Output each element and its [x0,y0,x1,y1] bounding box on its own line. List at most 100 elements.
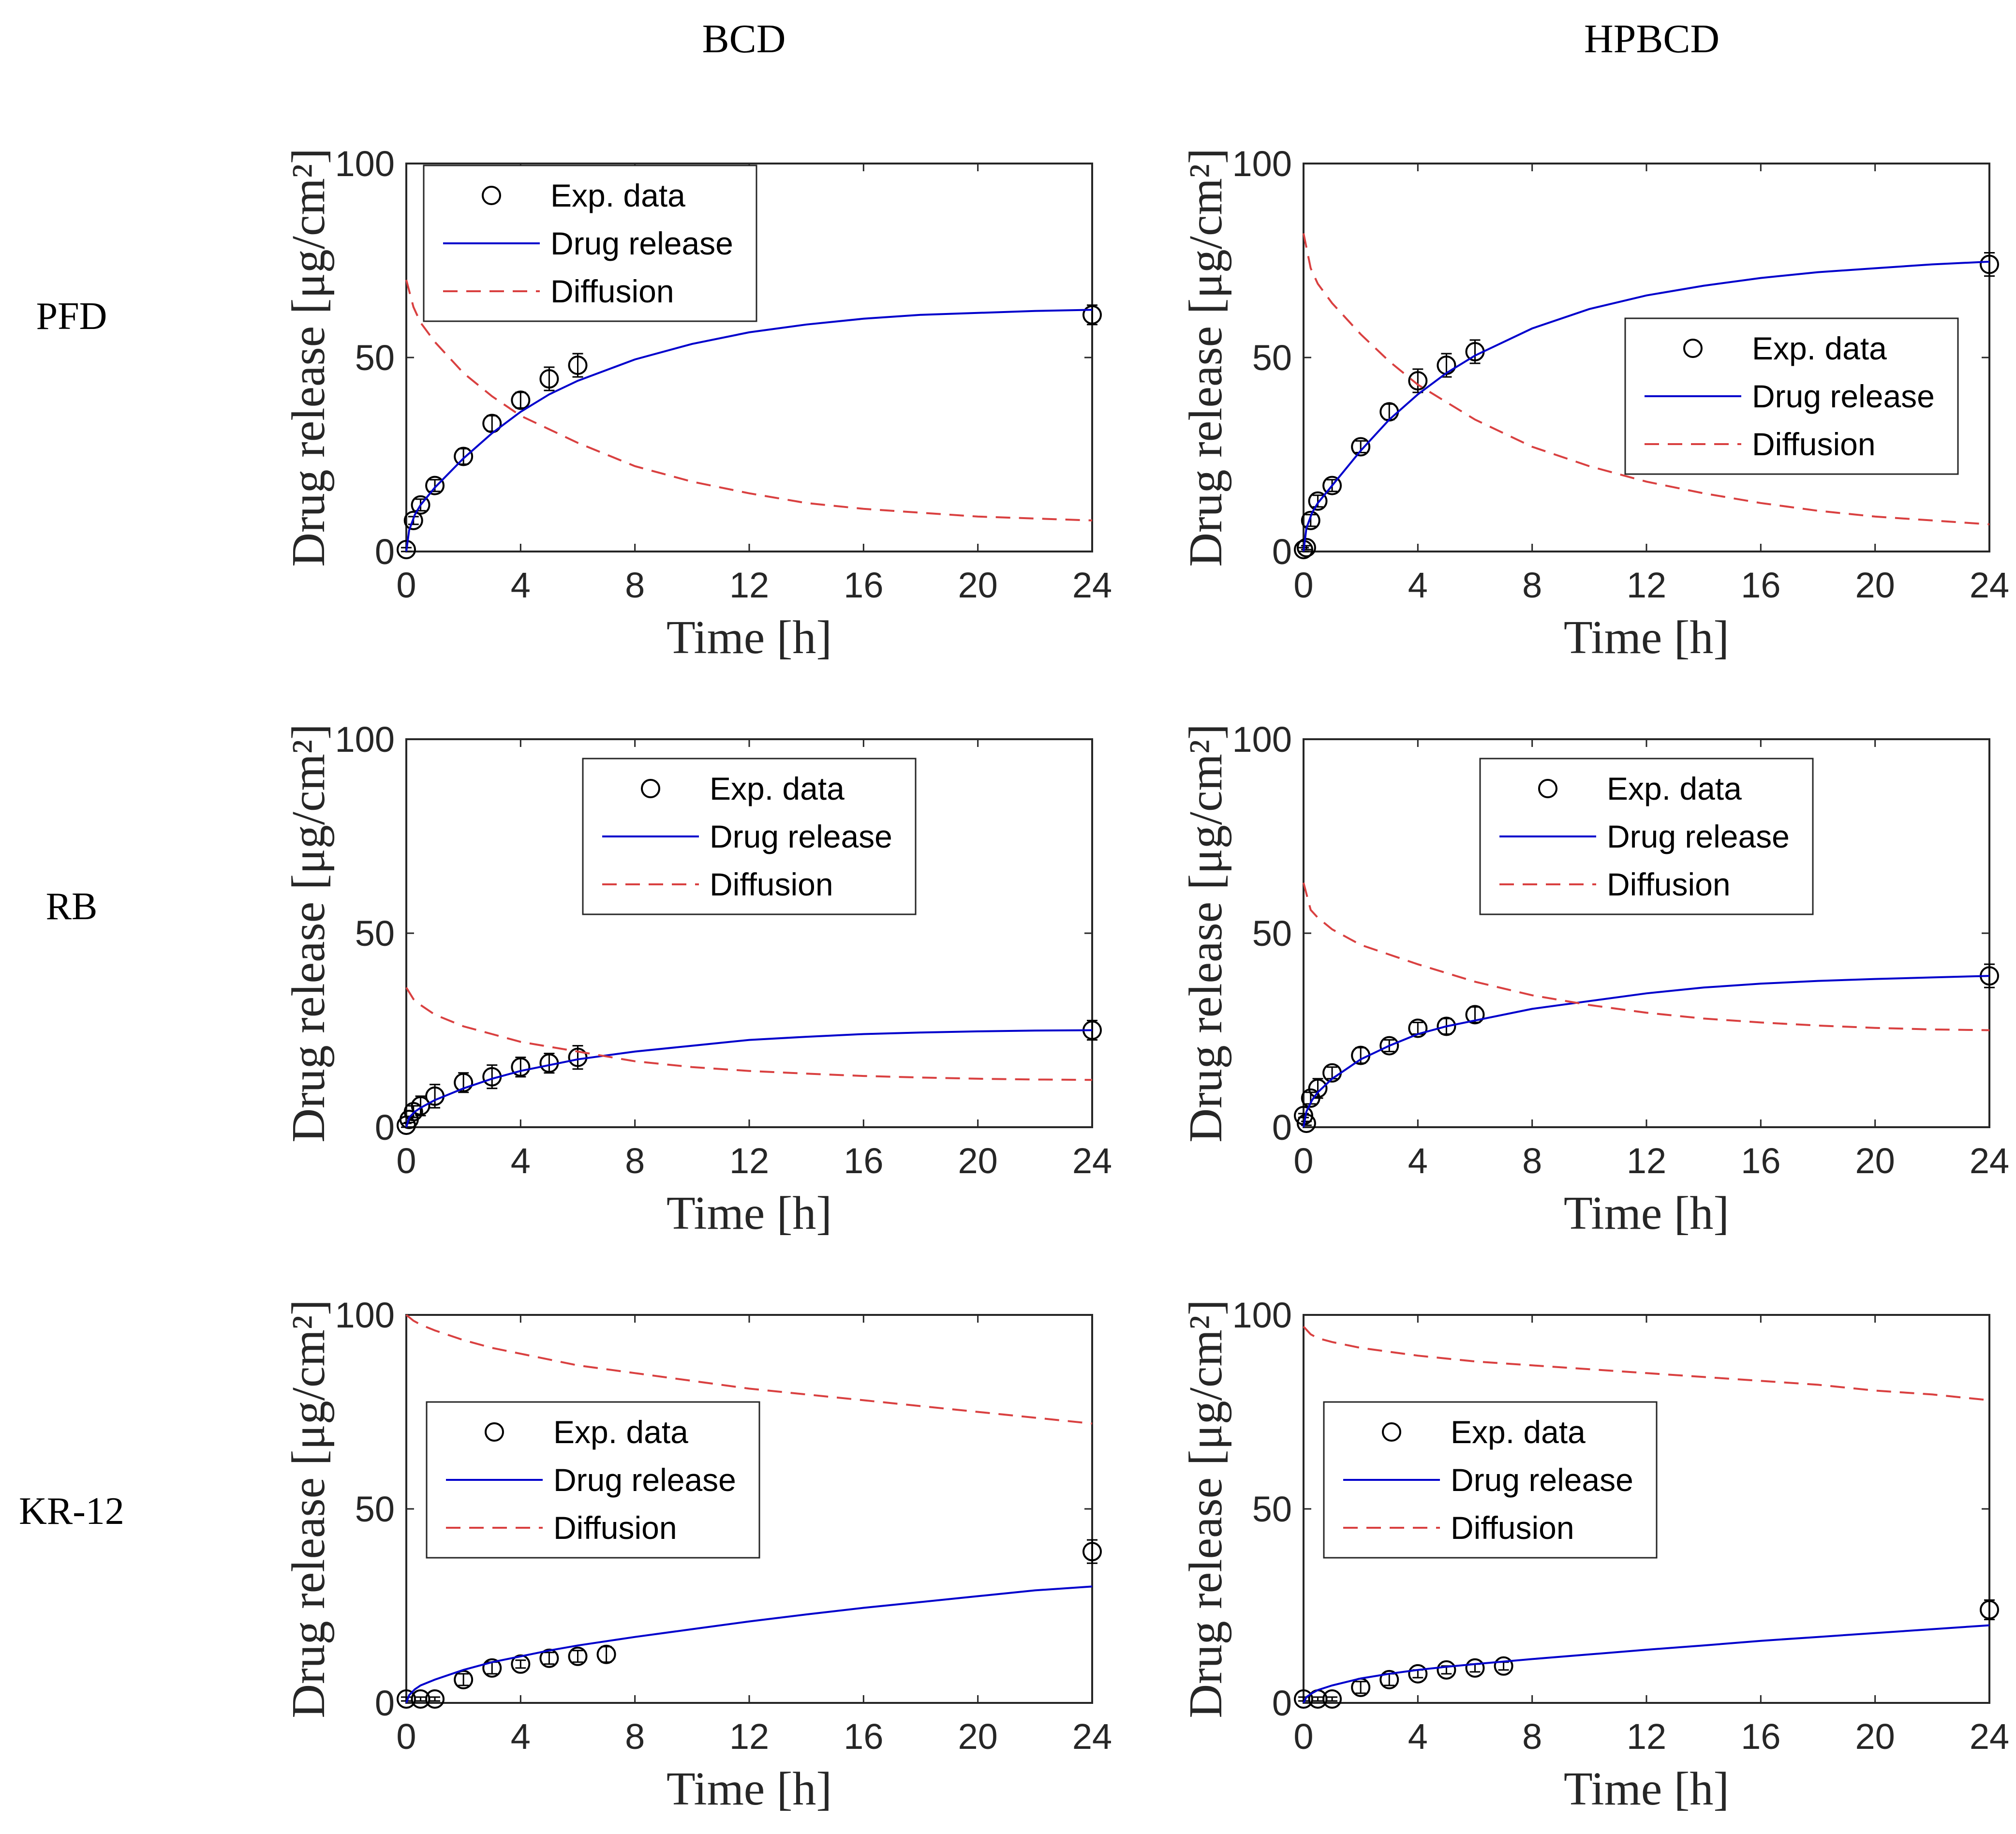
column-title-bcd: BCD [702,16,786,61]
legend: Exp. data Drug release Diffusion [1479,758,1814,915]
exp-data-point [411,1096,430,1116]
x-tick-label: 12 [729,1141,769,1181]
panel-pfd-hpbcd: 0 4 8 12 16 20 24 0 50 100 Time [h] Drug release [μ… [1180,144,2009,664]
exp-data-point [1980,254,1999,274]
y-axis-label: Drug release [μg/cm²] [282,148,335,567]
x-tick-label: 4 [1408,1141,1428,1181]
exp-data-point [1351,437,1371,457]
legend-label: Drug release [550,225,733,261]
panel-pfd-bcd: 0 4 8 12 16 20 24 0 50 100 Time [h] Drug release [μ… [282,144,1112,664]
legend-label: Exp. data [550,178,685,213]
drug-release-line [1303,1624,1990,1703]
y-axis-label: Drug release [μg/cm²] [1180,1299,1232,1718]
exp-data-point [1322,476,1342,495]
y-tick-label: 50 [1252,338,1292,378]
x-tick-label: 24 [1072,565,1112,605]
exp-data-point [1379,1670,1399,1689]
legend-label: Diffusion [550,273,674,309]
exp-data-point [1980,1600,1999,1620]
x-tick-label: 0 [1293,565,1313,605]
legend-label: Diffusion [1752,426,1876,462]
y-axis-label: Drug release [μg/cm²] [282,724,335,1143]
x-tick-label: 4 [511,565,531,605]
legend: Exp. data Drug release Diffusion [582,758,917,915]
row-title-kr12: KR-12 [19,1490,124,1533]
exp-data-point [596,1644,616,1664]
legend-label: Drug release [1451,1462,1633,1498]
legend-marker-exp-data [485,1422,504,1442]
legend-label: Exp. data [1752,330,1887,366]
panel-rb-bcd: 0 4 8 12 16 20 24 0 50 100 Time [h] Drug release [μ… [282,719,1112,1239]
exp-data-point [411,1689,430,1709]
legend-marker-exp-data [1538,779,1557,798]
y-tick-label: 50 [355,913,395,954]
exp-data-point [1322,1689,1342,1709]
legend: Exp. data Drug release Diffusion [423,164,757,322]
exp-data-point [454,447,474,466]
y-tick-label: 100 [335,144,395,184]
x-tick-label: 20 [958,1141,998,1181]
column-title-hpbcd: HPBCD [1584,16,1720,61]
legend-marker-exp-data [1382,1422,1401,1442]
y-tick-label: 100 [1232,144,1292,184]
legend-label: Exp. data [710,771,845,806]
exp-data-point [1437,1016,1456,1036]
x-tick-label: 4 [1408,1716,1428,1757]
x-tick-label: 0 [1293,1141,1313,1181]
panel-kr-12-bcd: 0 4 8 12 16 20 24 0 50 100 Time [h] Drug release [μ… [282,1295,1112,1815]
exp-data-point [403,1102,423,1121]
y-tick-label: 0 [1272,1107,1292,1148]
row-title-pfd: PFD [36,295,107,338]
exp-data-point [1082,305,1102,325]
legend-label: Diffusion [553,1510,677,1546]
exp-data-point [511,390,531,410]
x-tick-label: 24 [1072,1141,1112,1181]
x-tick-label: 0 [1293,1716,1313,1757]
legend-marker-exp-data [641,779,660,798]
exp-data-point [1494,1656,1513,1676]
x-tick-label: 0 [396,1716,416,1757]
exp-data-point [539,369,559,389]
x-axis-label: Time [h] [1564,1187,1729,1239]
diffusion-line [405,1314,1093,1425]
x-tick-label: 8 [625,1716,645,1757]
x-tick-label: 20 [1855,1141,1895,1181]
exp-data-point [511,1057,531,1077]
row-title-rb: RB [46,885,98,928]
diffusion-line [405,987,1093,1081]
drug-release-line [405,1585,1093,1703]
exp-data-point [568,1646,588,1666]
legend-label: Drug release [1607,819,1790,854]
x-tick-label: 4 [1408,565,1428,605]
y-tick-label: 100 [1232,719,1292,760]
drug-release-line [405,1029,1093,1128]
legend-label: Drug release [1752,378,1935,414]
panels-group: 0 4 8 12 16 20 24 0 50 100 Time [h] Drug release [μ… [282,144,2009,1815]
exp-data-point [482,1658,502,1678]
x-tick-label: 0 [396,565,416,605]
exp-data-point [1379,1036,1399,1056]
x-tick-label: 8 [625,565,645,605]
x-tick-label: 4 [511,1141,531,1181]
x-tick-label: 16 [1741,1716,1780,1757]
legend-label: Exp. data [1607,771,1742,806]
exp-data-point [454,1073,474,1092]
y-axis-label: Drug release [μg/cm²] [1180,148,1232,567]
y-tick-label: 50 [1252,913,1292,954]
diffusion-line [405,280,1093,522]
y-axis-label: Drug release [μg/cm²] [282,1299,335,1718]
x-tick-label: 16 [844,1716,883,1757]
x-tick-label: 16 [844,565,883,605]
y-tick-label: 100 [335,1295,395,1335]
x-tick-label: 24 [1970,565,2009,605]
legend-label: Diffusion [1607,866,1731,902]
legend-marker-exp-data [482,186,501,205]
exp-data-point [568,356,588,375]
exp-data-point [425,476,445,495]
x-tick-label: 8 [1522,1716,1542,1757]
x-tick-label: 12 [729,1716,769,1757]
legend-label: Drug release [710,819,892,854]
legend-label: Exp. data [553,1414,688,1450]
exp-data-point [1408,1018,1428,1038]
